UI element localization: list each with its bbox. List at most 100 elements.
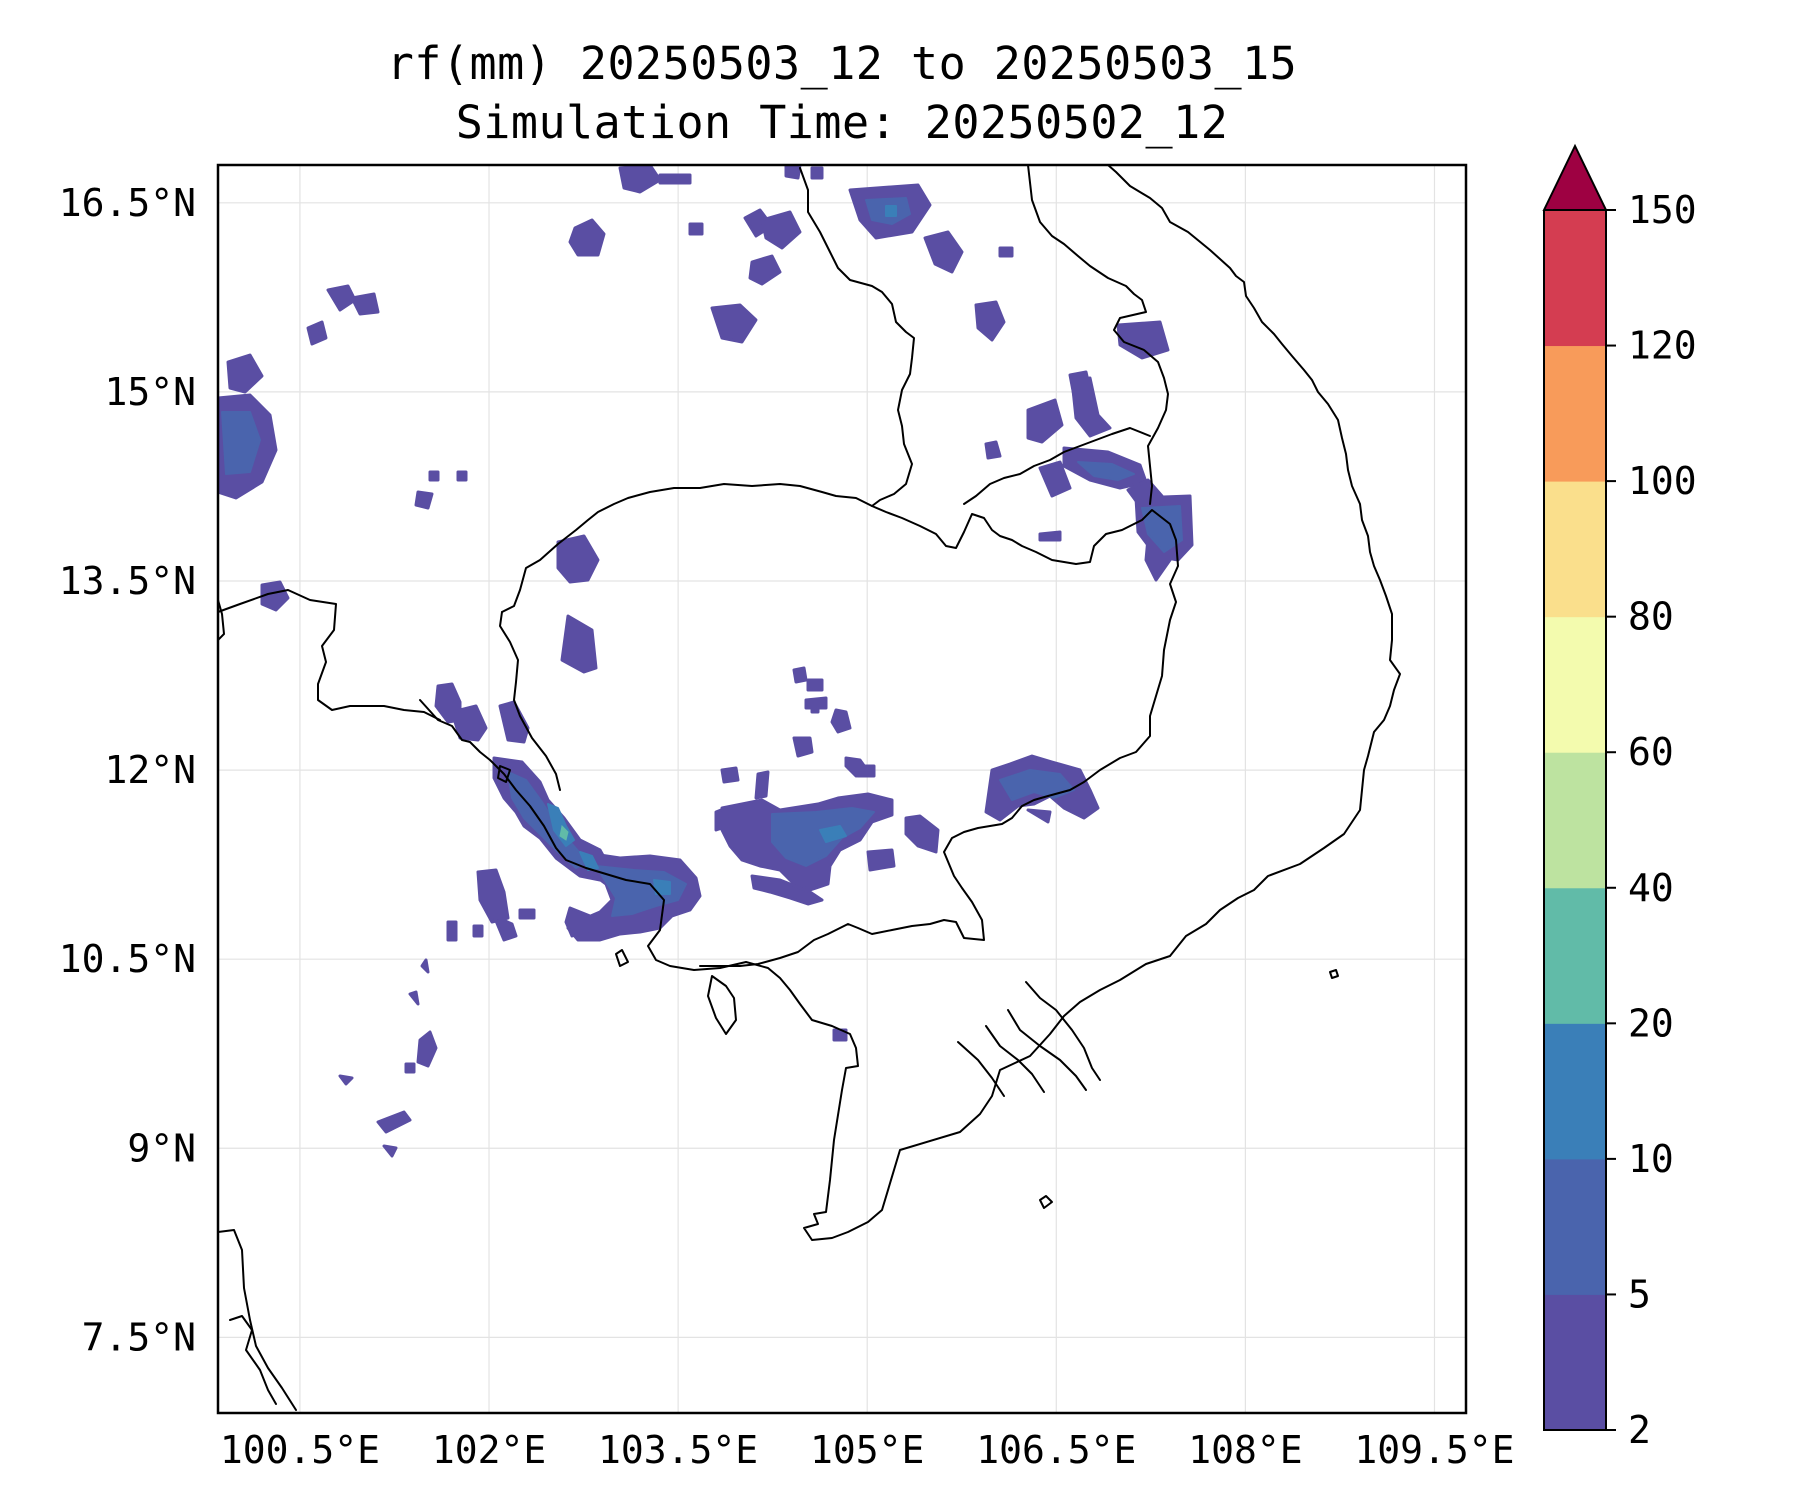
- colorbar-tick-label: 10: [1628, 1137, 1674, 1181]
- rain-area: [416, 1030, 438, 1068]
- rain-area: [754, 770, 770, 800]
- colorbar-tick-label: 60: [1628, 730, 1674, 774]
- rain-area: [420, 958, 430, 974]
- rain-area: [923, 230, 964, 274]
- rain-area: [714, 806, 730, 832]
- colorbar-tick-label: 100: [1628, 459, 1697, 503]
- lon-tick-label: 105°E: [810, 1428, 924, 1472]
- rain-area: [866, 848, 896, 872]
- rain-area-5mm: [1077, 461, 1135, 481]
- rain-area: [760, 210, 802, 250]
- colorbar-frame: [1543, 210, 1607, 1431]
- rain-area: [338, 1074, 354, 1086]
- colorbar-tick-label: 5: [1628, 1272, 1651, 1316]
- rain-area: [784, 165, 802, 180]
- rain-area: [428, 470, 440, 482]
- map-background: [218, 165, 1466, 1413]
- map-panel: [216, 163, 1468, 1415]
- rain-area: [904, 814, 940, 854]
- rain-area: [492, 914, 518, 942]
- rain-area: [376, 1110, 412, 1134]
- lat-tick-label: 10.5°N: [59, 937, 196, 981]
- rain-area: [518, 908, 536, 920]
- rain-area: [658, 173, 692, 185]
- rain-area-5mm: [999, 769, 1075, 801]
- island-phu-quoc: [707, 975, 737, 1035]
- border-laos-thailand: [799, 167, 915, 507]
- lat-tick-label: 12°N: [104, 748, 196, 792]
- mekong-delta: [957, 981, 1101, 1097]
- rain-area: [260, 580, 290, 612]
- lat-tick-label: 16.5°N: [59, 181, 196, 225]
- rain-area: [408, 990, 420, 1006]
- colorbar-tick-label: 120: [1628, 324, 1697, 368]
- precipitation-layer: [218, 165, 1194, 1158]
- rain-area: [810, 166, 824, 180]
- rain-area: [792, 736, 814, 758]
- colorbar-segment: [1544, 210, 1606, 347]
- map-title-line-1: rf(mm) 20250503_12 to 20250503_15: [386, 37, 1298, 90]
- lon-tick-label: 103.5°E: [598, 1428, 758, 1472]
- rain-area: [710, 303, 758, 344]
- map-frame: [216, 163, 1468, 1415]
- rain-area: [748, 254, 782, 286]
- colorbar: 2 5 10 20 40 60 80 100 120 150: [1542, 143, 1697, 1452]
- rain-area-10mm: [819, 825, 847, 843]
- rain-area-5mm: [1141, 505, 1183, 553]
- colorbar-segment: [1544, 887, 1606, 1024]
- lon-tick-label: 100.5°E: [220, 1428, 380, 1472]
- island-koh-rong: [615, 949, 629, 967]
- island-con-dao: [1039, 1195, 1053, 1209]
- coast-malay: [229, 1315, 277, 1405]
- rain-area: [1038, 530, 1062, 542]
- lon-tick-label: 109.5°E: [1354, 1428, 1514, 1472]
- colorbar-tick-label: 40: [1628, 866, 1674, 910]
- rain-area: [792, 666, 808, 684]
- rain-area: [556, 534, 600, 584]
- rain-area: [720, 766, 740, 784]
- border-thailand-cambodia: [218, 589, 441, 721]
- colorbar-segment: [1544, 752, 1606, 889]
- rain-area: [688, 222, 704, 236]
- rain-area: [446, 920, 458, 942]
- rain-area: [564, 906, 594, 938]
- colorbar-tick-label: 20: [1628, 1001, 1674, 1045]
- rain-area: [350, 292, 380, 316]
- rain-area: [568, 218, 606, 257]
- gridlines: [218, 165, 1466, 1413]
- rain-area: [984, 440, 1002, 460]
- rain-area: [404, 1062, 416, 1074]
- rain-area: [476, 868, 510, 924]
- latitude-ticks: 16.5°N 15°N 13.5°N 12°N 10.5°N 9°N 7.5°N: [59, 181, 196, 1360]
- colorbar-segment: [1544, 1158, 1606, 1295]
- rain-area: [382, 1144, 398, 1158]
- border-cambodia-north: [501, 483, 1179, 967]
- rain-area: [998, 246, 1014, 258]
- lon-tick-label: 106.5°E: [976, 1428, 1136, 1472]
- colorbar-extend-arrow: [1542, 143, 1608, 211]
- rain-area: [806, 678, 824, 692]
- border-laos-vietnam: [1027, 165, 1169, 505]
- rain-area: [456, 470, 468, 482]
- island-small: [1329, 969, 1339, 979]
- border-cambodia-west: [499, 611, 561, 791]
- rain-area-5mm: [221, 411, 261, 475]
- rain-area: [1116, 320, 1170, 360]
- rain-area: [810, 698, 820, 714]
- rain-area: [750, 874, 824, 906]
- rain-area: [498, 700, 530, 744]
- colorbar-tick-label: 150: [1628, 188, 1697, 232]
- rain-area: [856, 764, 876, 778]
- rain-area: [472, 924, 484, 938]
- rain-area: [974, 300, 1006, 342]
- lat-tick-label: 7.5°N: [82, 1315, 196, 1359]
- lat-tick-label: 9°N: [127, 1126, 196, 1170]
- colorbar-segment: [1544, 345, 1606, 482]
- coastlines-and-borders: [218, 165, 1401, 1411]
- island-koh-kong: [497, 765, 511, 783]
- lon-tick-label: 102°E: [432, 1428, 546, 1472]
- rain-area: [414, 490, 434, 510]
- rain-area-10mm: [579, 851, 599, 871]
- rain-area-20mm: [559, 824, 569, 841]
